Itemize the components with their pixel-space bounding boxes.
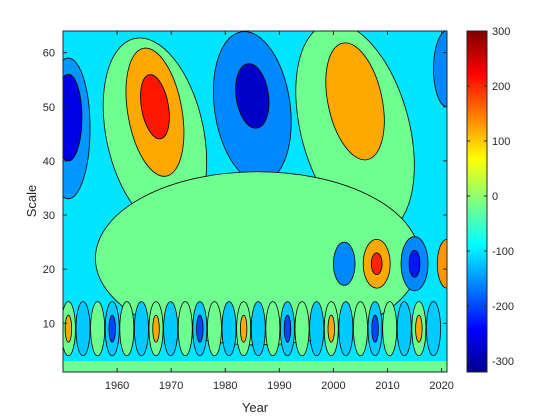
contour-band-smallscale [196, 314, 204, 343]
contour-band-smallscale [353, 301, 368, 357]
contour-band-smallscale [177, 301, 193, 357]
contour-band-peak-2008 [370, 252, 383, 275]
colorbar-tick-label: -200 [492, 301, 514, 313]
colorbar: 300 200 100 0 -100 -200 -300 [466, 26, 514, 373]
colorbar-tick-label: 100 [492, 136, 510, 148]
y-tick-label: 60 [43, 48, 55, 60]
contour-band-smallscale [327, 314, 335, 343]
colorbar-tick-label: -300 [492, 356, 514, 368]
contour-band-smallscale [239, 314, 248, 343]
contour-band-smallscale [108, 314, 116, 343]
x-tick-label: 2010 [375, 380, 399, 392]
contour-band-low-1980s-core [235, 63, 270, 129]
contour-band-smallscale [283, 314, 292, 343]
y-tick-label: 30 [43, 210, 55, 222]
contour-band-smallscale [415, 314, 423, 343]
colorbar-tick-label: 300 [492, 26, 510, 38]
contour-band-smallscale [426, 301, 441, 357]
contour-band-smallscale [294, 301, 310, 357]
x-tick-label: 1990 [267, 380, 291, 392]
colorbar-tick-label: -100 [492, 246, 514, 258]
colorbar-ticks: 300 200 100 0 -100 -200 -300 [467, 26, 514, 368]
y-tick-label: 50 [43, 102, 55, 114]
contour-band-smallscale [163, 301, 179, 357]
y-tick-label: 20 [43, 264, 55, 276]
contour-band-peak-1960s [140, 74, 170, 140]
y-axis: 10 20 30 40 50 60 [43, 48, 447, 330]
colorbar-tick-label: 0 [492, 191, 498, 203]
x-tick-label: 1960 [105, 380, 129, 392]
contour-band-smallscale [152, 314, 160, 343]
plot-area [63, 31, 447, 372]
x-axis: 1960 1970 1980 1990 2000 2010 2020 [105, 31, 454, 392]
y-axis-label: Scale [24, 185, 39, 218]
contour-band-smallscale [90, 301, 106, 357]
colorbar-tick-label: 200 [492, 81, 510, 93]
contour-band-low-2015-core [408, 249, 421, 278]
contour-band-smallscale [64, 314, 73, 343]
contour-band-smallscale [396, 301, 412, 357]
contour-band-smallscale [338, 301, 354, 357]
plot-frame [62, 30, 448, 373]
contour-band-smallscale [221, 301, 237, 357]
contour-band-high-2021 [436, 238, 447, 289]
contour-band-smallscale [119, 301, 135, 357]
contour-band-smallscale [207, 301, 222, 357]
x-tick-label: 2020 [429, 380, 453, 392]
contour-layer [63, 31, 447, 372]
contour-band-high-2000s [325, 42, 385, 161]
contour-band-low-2023 [433, 31, 447, 108]
y-tick-label: 40 [43, 156, 55, 168]
y-tick-label: 10 [43, 318, 55, 330]
contour-band-smallscale [371, 314, 379, 343]
contour-band-smallscale [75, 301, 91, 357]
contour-band-smallscale [265, 301, 281, 357]
contour-band-smallscale [382, 301, 398, 357]
x-axis-label: Year [242, 400, 269, 415]
x-tick-label: 2000 [321, 380, 345, 392]
contour-band-smallscale [250, 301, 266, 357]
contour-band-smallscale [133, 301, 149, 357]
contour-band-low-2003 [333, 241, 356, 286]
contour-band-smallscale [309, 301, 325, 357]
colorbar-gradient [466, 30, 488, 373]
x-tick-label: 1970 [159, 380, 183, 392]
contour-band-floor [63, 361, 447, 372]
x-tick-label: 1980 [213, 380, 237, 392]
contour-band-low-1950s-core [63, 73, 83, 162]
